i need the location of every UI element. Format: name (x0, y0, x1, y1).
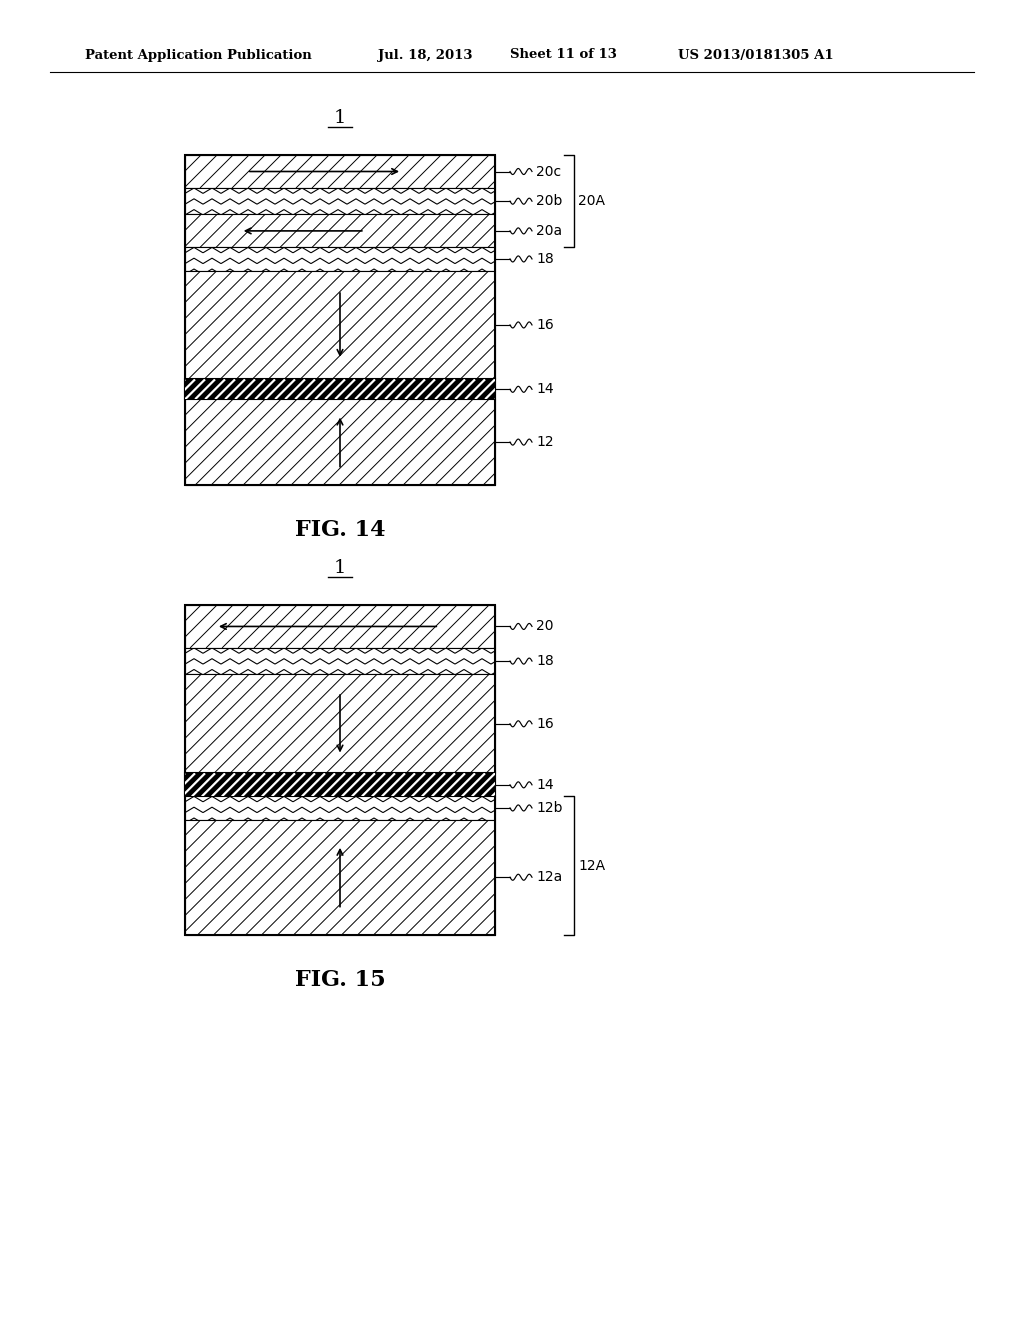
Bar (185, 399, 495, 484)
Bar (185, 820, 495, 935)
Bar (185, 247, 495, 271)
Bar (185, 214, 495, 247)
Text: 12A: 12A (578, 859, 605, 873)
Text: 18: 18 (536, 252, 554, 265)
Text: 1: 1 (334, 558, 346, 577)
Text: 20b: 20b (536, 194, 562, 209)
Text: 14: 14 (536, 383, 554, 396)
Text: 20: 20 (536, 619, 554, 634)
Text: 20c: 20c (536, 165, 561, 178)
Text: 20A: 20A (578, 194, 605, 209)
Text: 12: 12 (536, 436, 554, 449)
Text: 20a: 20a (536, 224, 562, 238)
Bar (185, 271, 495, 379)
Text: 16: 16 (536, 717, 554, 731)
Bar (185, 605, 495, 648)
Text: 1: 1 (334, 110, 346, 127)
Bar (185, 379, 495, 399)
Text: FIG. 15: FIG. 15 (295, 969, 385, 991)
Text: Patent Application Publication: Patent Application Publication (85, 49, 311, 62)
Text: Sheet 11 of 13: Sheet 11 of 13 (510, 49, 616, 62)
Bar (185, 605, 495, 935)
Text: 16: 16 (536, 318, 554, 331)
Text: US 2013/0181305 A1: US 2013/0181305 A1 (678, 49, 834, 62)
Bar (185, 796, 495, 820)
Text: 12b: 12b (536, 801, 562, 814)
Bar (185, 154, 495, 484)
Text: 14: 14 (536, 777, 554, 792)
Text: FIG. 14: FIG. 14 (295, 519, 385, 541)
Text: Jul. 18, 2013: Jul. 18, 2013 (378, 49, 472, 62)
Bar (185, 648, 495, 675)
Text: 12a: 12a (536, 870, 562, 884)
Bar (185, 154, 495, 187)
Bar (185, 774, 495, 796)
Bar (185, 675, 495, 774)
Bar (185, 187, 495, 214)
Text: 18: 18 (536, 655, 554, 668)
